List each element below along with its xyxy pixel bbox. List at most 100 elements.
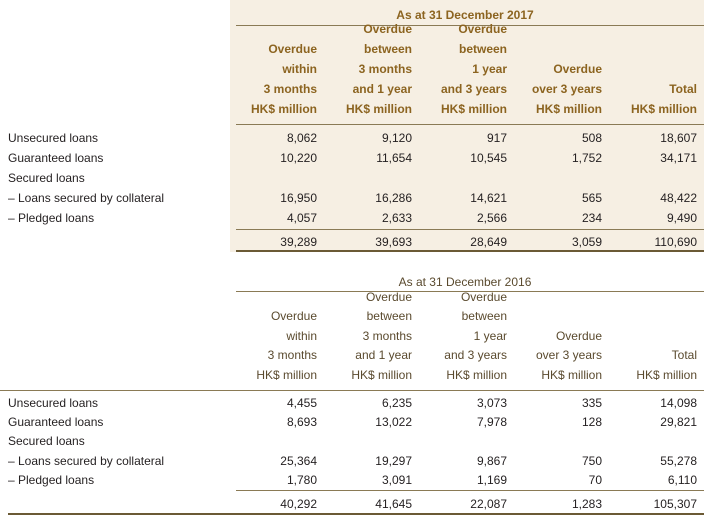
cell-value: 565 — [581, 191, 602, 205]
cell-value: 917 — [486, 131, 507, 145]
column-header-line: Overdue — [270, 309, 317, 323]
cell-value: 1,169 — [476, 473, 507, 487]
column-header-line: Overdue — [268, 42, 317, 56]
cell-value: 6,235 — [381, 396, 412, 410]
cell-value: 48,422 — [660, 191, 697, 205]
total-double-rule-2016 — [8, 513, 704, 515]
column-header-line: HK$ million — [636, 367, 697, 382]
column-header-line: and 3 years — [444, 348, 507, 362]
cell-value: 14,098 — [660, 396, 697, 410]
column-header-line: HK$ million — [250, 102, 317, 116]
column-header-line: HK$ million — [345, 102, 412, 116]
cell-value: 9,120 — [381, 131, 412, 145]
column-header-line: Overdue — [363, 22, 412, 36]
total-value: 41,645 — [375, 497, 412, 511]
column-header-line: over 3 years — [531, 82, 602, 96]
total-value: 3,059 — [571, 235, 602, 249]
total-value: 39,693 — [375, 235, 412, 249]
column-header-line: and 1 year — [355, 348, 412, 362]
total-value: 39,289 — [280, 235, 317, 249]
column-header-line: 3 months — [358, 62, 412, 76]
cell-value: 13,022 — [375, 415, 412, 429]
column-header-line: HK$ million — [446, 367, 507, 382]
row-label: Guaranteed loans — [8, 415, 104, 429]
row-label: Secured loans — [8, 434, 85, 448]
column-header-line: HK$ million — [440, 102, 507, 116]
subtotal-rule-2017 — [236, 229, 704, 230]
cell-value: 1,780 — [286, 473, 317, 487]
row-label: Unsecured loans — [8, 131, 99, 145]
cell-value: 234 — [581, 211, 602, 225]
subtotal-rule-2016 — [236, 490, 704, 491]
cell-value: 10,545 — [470, 151, 507, 165]
cell-value: 29,821 — [660, 415, 697, 429]
row-label: Unsecured loans — [8, 396, 99, 410]
cell-value: 1,752 — [571, 151, 602, 165]
column-header-line: 3 months — [267, 348, 317, 362]
column-header-line: and 1 year — [352, 82, 412, 96]
cell-value: 3,073 — [476, 396, 507, 410]
cell-value: 4,057 — [286, 211, 317, 225]
row-label: – Pledged loans — [8, 473, 95, 487]
column-header-line: HK$ million — [535, 102, 602, 116]
title-underline-2017 — [236, 25, 704, 26]
column-header-line: within — [286, 328, 317, 343]
table-2016-title: As at 31 December 2016 — [398, 275, 532, 289]
column-header-line: 3 months — [362, 328, 412, 343]
row-label: Guaranteed loans — [8, 151, 104, 165]
cell-value: 750 — [581, 454, 602, 468]
cell-value: 2,566 — [476, 211, 507, 225]
total-double-rule-2017 — [236, 250, 704, 252]
cell-value: 6,110 — [667, 473, 697, 487]
cell-value: 11,654 — [376, 151, 412, 165]
cell-value: 2,633 — [381, 211, 412, 225]
column-header-line: HK$ million — [541, 367, 602, 382]
column-header-line: 3 months — [263, 82, 317, 96]
column-header-line: Overdue — [365, 289, 412, 304]
total-value: 28,649 — [470, 235, 507, 249]
cell-value: 19,297 — [375, 454, 412, 468]
column-header-line: between — [461, 309, 507, 323]
cell-value: 70 — [588, 473, 602, 487]
cell-value: 25,364 — [280, 454, 317, 468]
row-label: – Loans secured by collateral — [8, 191, 165, 205]
cell-value: 4,455 — [286, 396, 317, 410]
column-header-line: Overdue — [458, 22, 507, 36]
cell-value: 10,220 — [280, 151, 317, 165]
column-header-line: within — [282, 62, 317, 76]
cell-value: 508 — [581, 131, 602, 145]
cell-value: 9,490 — [666, 211, 697, 225]
total-value: 22,087 — [470, 497, 507, 511]
column-header-line: HK$ million — [630, 102, 697, 116]
table-2017-title: As at 31 December 2017 — [396, 8, 534, 22]
cell-value: 18,607 — [660, 131, 697, 145]
header-underline-2017 — [236, 124, 704, 125]
cell-value: 8,693 — [286, 415, 317, 429]
total-value: 40,292 — [280, 497, 317, 511]
column-header-line: HK$ million — [351, 367, 412, 382]
column-header-line: Overdue — [553, 62, 602, 76]
column-header-line: between — [458, 42, 507, 56]
cell-value: 16,950 — [280, 191, 317, 205]
total-value: 1,283 — [571, 497, 602, 511]
column-header-line: Overdue — [555, 328, 602, 343]
total-value: 105,307 — [653, 497, 697, 511]
column-header-line: between — [366, 309, 412, 323]
column-header-line: HK$ million — [256, 367, 317, 382]
total-value: 110,690 — [654, 235, 698, 249]
column-header-line: between — [363, 42, 412, 56]
cell-value: 7,978 — [476, 415, 507, 429]
row-label: – Pledged loans — [8, 211, 95, 225]
cell-value: 16,286 — [375, 191, 412, 205]
cell-value: 55,278 — [660, 454, 697, 468]
cell-value: 34,171 — [660, 151, 697, 165]
cell-value: 9,867 — [476, 454, 507, 468]
title-underline-2016 — [236, 291, 704, 292]
column-header-line: 1 year — [473, 328, 507, 343]
column-header-line: and 3 years — [440, 82, 507, 96]
cell-value: 128 — [581, 415, 602, 429]
column-header-line: 1 year — [472, 62, 507, 76]
row-label: – Loans secured by collateral — [8, 454, 165, 468]
cell-value: 335 — [581, 396, 602, 410]
column-header-line: over 3 years — [535, 348, 602, 362]
